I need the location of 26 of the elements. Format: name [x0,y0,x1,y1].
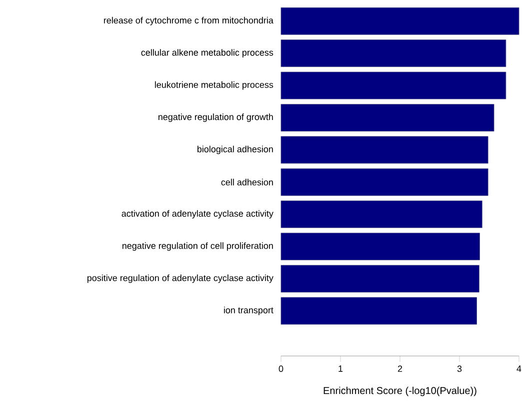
y-tick-label: leukotriene metabolic process [155,81,274,90]
y-tick-label: negative regulation of growth [158,114,273,122]
x-tick-label: 3 [457,366,462,372]
bar [280,168,488,196]
y-tick-label: positive regulation of adenylate cyclase activity [87,274,274,283]
bar [280,104,494,132]
bar [280,232,480,260]
bar [280,297,477,325]
bar [280,72,506,100]
bar [280,7,520,35]
y-tick-label: negative regulation of cell proliferation [122,242,273,251]
bar [280,200,482,228]
x-axis-title: Enrichment Score (-log10(Pvalue)) [324,386,476,396]
y-tick-label: release of cytochrome c from mitochondria [104,16,274,26]
y-tick-label: activation of adenylate cyclase activity [122,210,274,218]
x-tick-label: 2 [398,366,402,372]
x-tick-label: 1 [338,366,343,372]
bar [280,40,506,67]
bar [280,265,480,292]
y-tick-label: ion transport [224,306,274,316]
y-tick-label: cellular alkene metabolic process [141,49,274,58]
y-tick-label: cell adhesion [221,178,273,186]
bar [280,136,488,164]
y-tick-label: biological adhesion [197,146,273,154]
x-tick-label: 0 [278,366,284,372]
x-tick-label: 4 [516,366,522,372]
